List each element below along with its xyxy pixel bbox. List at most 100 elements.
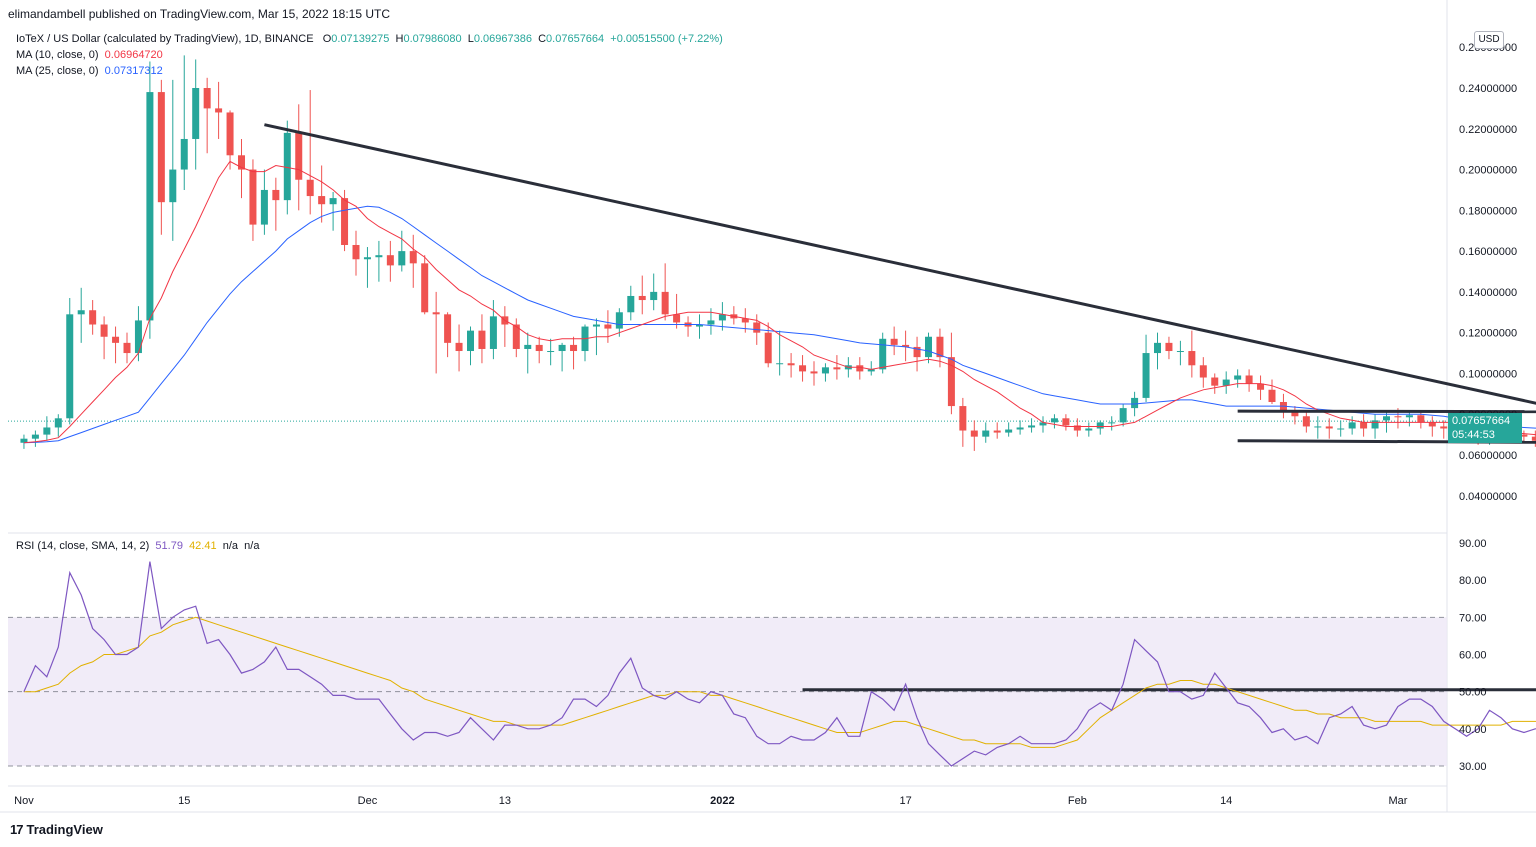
candle-body xyxy=(1096,422,1104,429)
candle-body xyxy=(661,291,669,315)
rsi-tick-label: 50.00 xyxy=(1459,687,1487,699)
rsi-value: 51.79 xyxy=(155,540,183,552)
price-tick-label: 0.18000000 xyxy=(1459,205,1517,217)
candle-body xyxy=(1371,420,1379,429)
candle-body xyxy=(249,169,257,225)
candle-body xyxy=(43,427,51,435)
candles xyxy=(20,55,1536,451)
candle-body xyxy=(1428,422,1436,427)
candle-body xyxy=(1291,412,1299,417)
candle-body xyxy=(776,363,784,365)
candle-body xyxy=(993,430,1001,433)
rsi-tick-label: 40.00 xyxy=(1459,724,1487,736)
rsi-line xyxy=(23,561,1536,767)
ma10-line xyxy=(23,160,1536,444)
time-axis[interactable]: Nov15Dec13202217Feb14Mar14Apr11 xyxy=(14,795,1536,807)
candle-body xyxy=(1142,353,1150,398)
candle-body xyxy=(1394,416,1402,418)
candle-body xyxy=(524,344,532,349)
price-tick-label: 0.14000000 xyxy=(1459,287,1517,299)
candle-body xyxy=(112,336,120,343)
candle-body xyxy=(512,324,520,349)
candle-body xyxy=(66,314,74,419)
candle-body xyxy=(421,263,429,313)
rsi-overbought-oversold-band xyxy=(8,617,1447,766)
candle-body xyxy=(696,324,703,327)
candle-body xyxy=(100,324,108,337)
candle-body xyxy=(673,314,681,323)
candle-body xyxy=(260,189,268,225)
candle-body xyxy=(1108,422,1116,424)
candle-body xyxy=(1405,415,1413,418)
price-tick-label: 0.10000000 xyxy=(1459,368,1517,380)
ma25-line xyxy=(23,205,1536,444)
candle-body xyxy=(1268,389,1276,402)
candle-body xyxy=(1383,416,1390,421)
symbol-label[interactable]: IoTeX / US Dollar (calculated by Trading… xyxy=(16,33,314,45)
candle-body xyxy=(283,132,291,201)
ma10-value: 0.06964720 xyxy=(104,49,163,61)
price-tick-label: 0.06000000 xyxy=(1459,450,1517,462)
rsi-label[interactable]: RSI (14, close, SMA, 14, 2) xyxy=(16,540,150,552)
candle-body xyxy=(558,344,566,352)
candle-body xyxy=(925,336,932,358)
candle-body xyxy=(1154,342,1161,354)
candle-body xyxy=(444,314,452,343)
last-price-tag: 0.07657664 05:44:53 xyxy=(1448,413,1522,443)
candle-body xyxy=(1119,408,1127,423)
candle-body xyxy=(318,196,326,205)
candle-body xyxy=(1039,422,1047,426)
tradingview-brand: TradingView xyxy=(26,822,103,837)
candle-body xyxy=(833,367,841,370)
candle-body xyxy=(1176,351,1184,353)
candle-body xyxy=(1165,342,1173,352)
candle-body xyxy=(295,132,303,180)
candle-body xyxy=(203,88,211,109)
candle-body xyxy=(947,357,955,407)
price-tick-label: 0.16000000 xyxy=(1459,246,1517,258)
candle-body xyxy=(627,295,635,313)
price-tick-label: 0.24000000 xyxy=(1459,83,1517,95)
support-line xyxy=(1237,439,1536,444)
candle-body xyxy=(1417,415,1425,423)
price-tick-label: 0.20000000 xyxy=(1459,165,1517,177)
candle-body xyxy=(409,251,417,264)
last-price-value: 0.07657664 xyxy=(1452,415,1511,427)
candle-body xyxy=(1279,401,1287,413)
time-tick-label: Nov xyxy=(14,795,34,807)
candle-body xyxy=(215,108,223,113)
rsi-axis[interactable]: 90.00 80.00 70.00 60.00 50.00 40.00 30.00 xyxy=(1459,538,1487,773)
candle-body xyxy=(1325,426,1333,429)
candle-body xyxy=(398,251,406,266)
rsi-tick-label: 70.00 xyxy=(1459,612,1487,624)
time-tick-label: Mar xyxy=(1388,795,1407,807)
candle-body xyxy=(192,88,200,139)
publisher-line: elimandambell published on TradingView.c… xyxy=(8,7,390,21)
tradingview-logo[interactable]: 17 TradingView xyxy=(10,822,103,837)
change-value: +0.00515500 (+7.22%) xyxy=(610,33,723,45)
candle-body xyxy=(718,314,726,321)
candle-body xyxy=(890,338,898,345)
candle-body xyxy=(1245,375,1253,384)
ma25-label[interactable]: MA (25, close, 0) xyxy=(16,65,99,77)
candle-body xyxy=(1440,426,1448,429)
candle-body xyxy=(1199,365,1207,378)
candle-body xyxy=(226,112,234,156)
currency-badge[interactable]: USD xyxy=(1474,31,1504,49)
rsi-lines xyxy=(23,561,1536,767)
ma10-label[interactable]: MA (10, close, 0) xyxy=(16,49,99,61)
price-axis[interactable]: 0.260000000.240000000.220000000.20000000… xyxy=(1459,42,1517,503)
candle-body xyxy=(913,346,921,358)
open-label: O xyxy=(322,33,332,45)
candle-body xyxy=(157,92,165,203)
candle-body xyxy=(959,406,967,431)
high-value: 0.07986080 xyxy=(403,33,462,45)
candle-body xyxy=(1337,428,1345,430)
candle-body xyxy=(54,418,62,428)
candle-body xyxy=(970,430,978,437)
candle-body xyxy=(1257,383,1265,390)
candle-body xyxy=(77,310,85,315)
candle-body xyxy=(455,342,463,352)
candle-body xyxy=(547,351,555,353)
